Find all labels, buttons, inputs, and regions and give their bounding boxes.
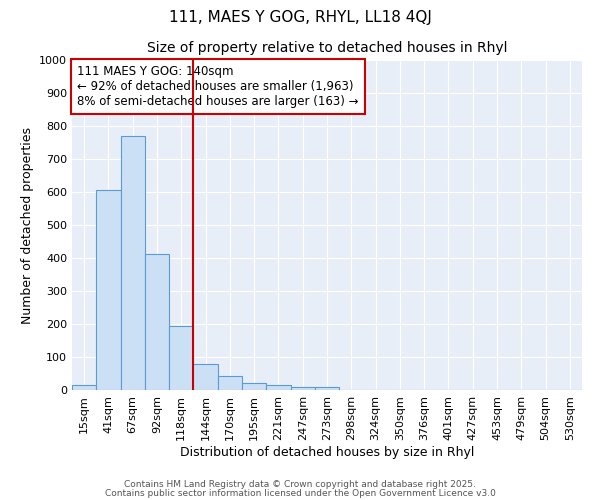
Bar bbox=[218, 376, 242, 390]
Title: Size of property relative to detached houses in Rhyl: Size of property relative to detached ho… bbox=[147, 40, 507, 54]
Bar bbox=[145, 254, 169, 390]
Bar bbox=[290, 386, 315, 390]
Bar bbox=[121, 136, 145, 390]
Bar bbox=[315, 386, 339, 390]
Bar bbox=[266, 385, 290, 390]
Bar bbox=[96, 190, 121, 390]
Bar bbox=[193, 364, 218, 390]
Bar bbox=[242, 384, 266, 390]
Text: Contains public sector information licensed under the Open Government Licence v3: Contains public sector information licen… bbox=[104, 488, 496, 498]
Bar bbox=[169, 326, 193, 390]
Bar bbox=[72, 385, 96, 390]
Text: 111 MAES Y GOG: 140sqm
← 92% of detached houses are smaller (1,963)
8% of semi-d: 111 MAES Y GOG: 140sqm ← 92% of detached… bbox=[77, 65, 359, 108]
Text: 111, MAES Y GOG, RHYL, LL18 4QJ: 111, MAES Y GOG, RHYL, LL18 4QJ bbox=[169, 10, 431, 25]
X-axis label: Distribution of detached houses by size in Rhyl: Distribution of detached houses by size … bbox=[180, 446, 474, 458]
Text: Contains HM Land Registry data © Crown copyright and database right 2025.: Contains HM Land Registry data © Crown c… bbox=[124, 480, 476, 489]
Y-axis label: Number of detached properties: Number of detached properties bbox=[20, 126, 34, 324]
